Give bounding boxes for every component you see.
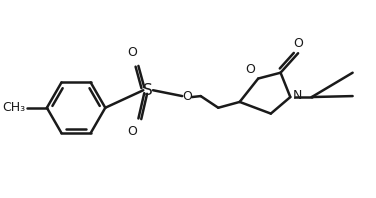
Text: CH₃: CH₃ <box>2 101 26 114</box>
Text: O: O <box>127 125 138 138</box>
Text: O: O <box>293 37 303 50</box>
Text: O: O <box>246 63 255 76</box>
Text: N: N <box>293 89 303 102</box>
Text: O: O <box>182 89 192 103</box>
Text: O: O <box>127 46 138 59</box>
Text: S: S <box>143 83 153 98</box>
